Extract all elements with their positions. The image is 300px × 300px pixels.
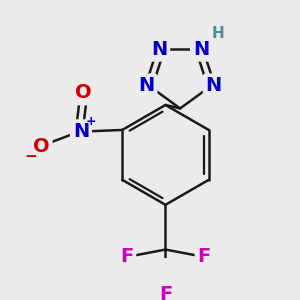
Text: N: N: [193, 40, 209, 59]
Text: O: O: [75, 83, 92, 102]
Text: F: F: [120, 247, 134, 266]
Text: +: +: [86, 115, 97, 128]
Text: N: N: [151, 40, 167, 59]
Text: N: N: [138, 76, 154, 95]
Text: H: H: [212, 26, 225, 41]
Text: −: −: [25, 149, 38, 164]
Text: O: O: [33, 137, 50, 156]
Text: N: N: [206, 76, 222, 95]
Text: F: F: [198, 247, 211, 266]
Text: N: N: [73, 122, 89, 141]
Text: F: F: [159, 285, 172, 300]
